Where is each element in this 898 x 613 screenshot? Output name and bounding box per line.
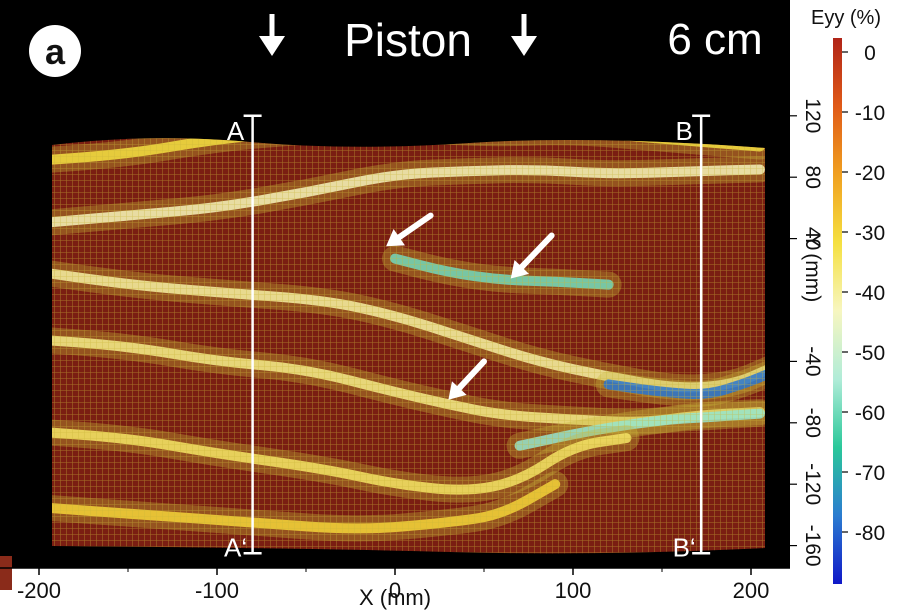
corner-swatch: [0, 556, 12, 590]
annotation-arrow-icon: [448, 358, 487, 400]
profile-end-label: B‘: [673, 532, 696, 562]
y-tick-label: 80: [801, 166, 824, 189]
profile-end-label: A‘: [224, 532, 247, 562]
y-tick-label: 40: [801, 227, 824, 250]
x-tick-label: 100: [555, 578, 592, 603]
profile-start-label: A: [227, 116, 245, 146]
colorbar-tick-label: -20: [855, 162, 885, 185]
y-tick-label: 120: [801, 98, 824, 133]
y-tick-label: -40: [801, 346, 824, 376]
colorbar: [833, 38, 842, 584]
colorbar-tick-label: -80: [855, 522, 885, 545]
profile-line-b: B B‘: [673, 114, 711, 562]
x-tick-label: 0: [389, 578, 401, 603]
piston-arrow-right-icon: [511, 14, 537, 56]
colorbar-title: Eyy (%): [811, 7, 881, 29]
x-tick-label: -100: [195, 578, 239, 603]
colorbar-tick-label: -10: [855, 102, 885, 125]
y-tick-label: -160: [801, 525, 824, 567]
x-tick-label: 200: [733, 578, 770, 603]
colorbar-tick-label: -50: [855, 342, 885, 365]
colorbar-tick-label: -30: [855, 222, 885, 245]
annotation-arrow-icon: [510, 232, 555, 279]
mesh-overlay: [52, 138, 765, 554]
arrow-layer: [386, 212, 555, 400]
colorbar-tick-label: -40: [855, 282, 885, 305]
x-axis: -200 -100 0 100 200: [0, 567, 790, 603]
annotation-arrow-icon: [386, 212, 434, 247]
piston-label: Piston: [344, 14, 472, 66]
panel-label: a: [45, 31, 66, 72]
model-domain: [52, 138, 765, 554]
panel-label-badge: [29, 25, 81, 77]
y-axis: 120 80 40 -40 -80 -120 -160: [790, 98, 824, 567]
colorbar-ticks: 0 -10 -20 -30 -40 -50 -60 -70 -80: [842, 42, 885, 545]
y-tick-label: -80: [801, 408, 824, 438]
y-axis-label: Y (mm): [801, 234, 824, 302]
y-tick-label: -120: [801, 463, 824, 505]
displacement-label: 6 cm: [667, 15, 762, 64]
piston-arrow-left-icon: [259, 14, 285, 56]
x-tick-label: -200: [17, 578, 61, 603]
colorbar-tick-label: 0: [864, 42, 876, 65]
profile-layer: A A‘ B B‘: [224, 114, 711, 562]
colorbar-tick-label: -60: [855, 402, 885, 425]
x-axis-label: X (mm): [359, 585, 431, 610]
colorbar-tick-label: -70: [855, 462, 885, 485]
profile-line-a: A A‘: [224, 114, 262, 562]
profile-start-label: B: [675, 116, 692, 146]
